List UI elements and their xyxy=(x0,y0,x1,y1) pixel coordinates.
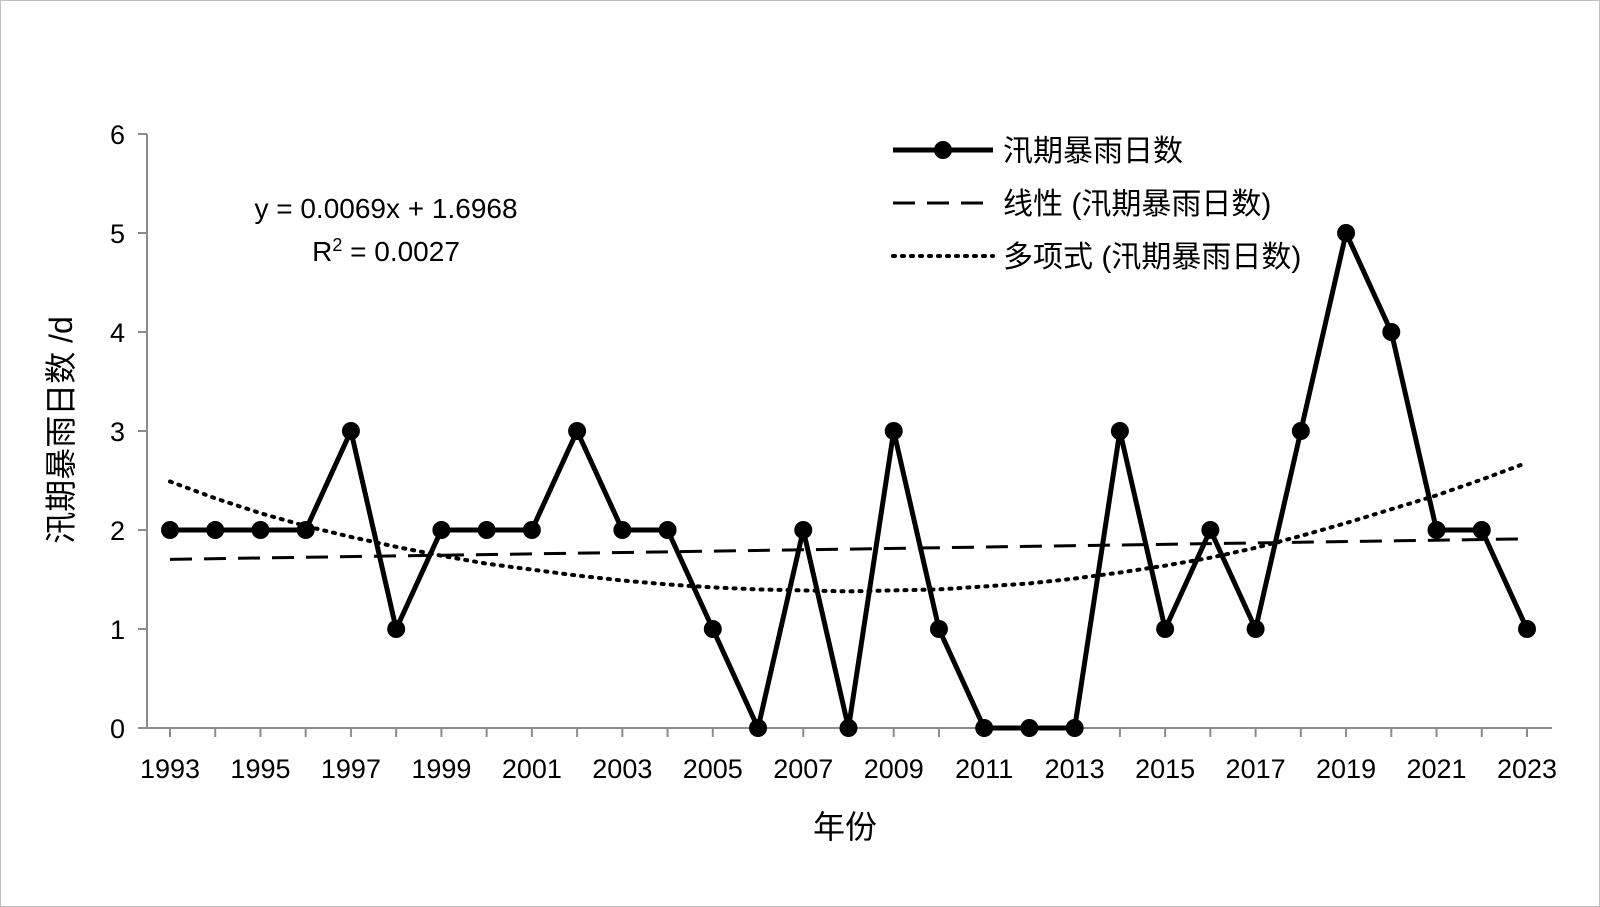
x-tick-label: 1997 xyxy=(321,754,381,784)
data-point xyxy=(1472,521,1491,539)
x-tick-label: 1999 xyxy=(411,754,471,784)
data-point xyxy=(658,521,677,539)
data-point xyxy=(749,719,768,737)
y-tick-label: 3 xyxy=(110,417,125,447)
x-tick-label: 2003 xyxy=(592,754,652,784)
data-point xyxy=(839,719,858,737)
data-point xyxy=(477,521,496,539)
y-tick-label: 5 xyxy=(110,219,125,249)
data-point xyxy=(1291,422,1310,440)
x-tick-label: 2009 xyxy=(864,754,924,784)
x-tick-label: 2021 xyxy=(1406,754,1466,784)
x-tick-label: 2007 xyxy=(773,754,833,784)
data-point xyxy=(1427,521,1446,539)
data-point xyxy=(1337,224,1356,242)
data-point xyxy=(1156,620,1175,638)
data-point xyxy=(432,521,451,539)
data-point xyxy=(884,422,903,440)
y-tick-label: 1 xyxy=(110,615,125,645)
data-point xyxy=(251,521,270,539)
equation-label: y = 0.0069x + 1.6968 xyxy=(254,193,517,224)
data-point xyxy=(296,521,315,539)
x-tick-label: 2015 xyxy=(1135,754,1195,784)
data-point xyxy=(568,422,587,440)
data-point xyxy=(1382,323,1401,341)
linear-trendline-path xyxy=(169,537,1528,561)
x-tick-label: 1995 xyxy=(230,754,290,784)
x-axis-title: 年份 xyxy=(813,809,877,845)
x-tick-label: 2017 xyxy=(1226,754,1286,784)
x-tick-labels: 1993 1995 1997 1999 2001 2003 2005 2007 2009 2011… xyxy=(140,754,1557,784)
linear-trendline xyxy=(169,537,1528,561)
data-point xyxy=(613,521,632,539)
x-tick-label: 2011 xyxy=(955,754,1013,784)
data-point xyxy=(1246,620,1265,638)
data-point xyxy=(1518,620,1536,638)
data-point xyxy=(703,620,722,638)
data-point xyxy=(341,422,360,440)
x-tick-label: 2013 xyxy=(1045,754,1105,784)
r-squared-label: R2 = 0.0027 xyxy=(312,235,460,267)
legend-marker-series xyxy=(934,141,952,159)
data-point xyxy=(522,521,541,539)
y-tick-label: 2 xyxy=(110,516,125,546)
legend: 汛期暴雨日数 线性 (汛期暴雨日数) 多项式 (汛期暴雨日数) xyxy=(891,135,1301,274)
y-tick-label: 0 xyxy=(110,714,125,744)
data-point xyxy=(929,620,948,638)
data-point xyxy=(161,521,179,539)
series-line xyxy=(170,230,1530,731)
data-point xyxy=(794,521,813,539)
r-squared-value: = 0.0027 xyxy=(342,236,460,267)
data-point xyxy=(1065,719,1084,737)
data-point xyxy=(975,719,994,737)
y-tick-label: 6 xyxy=(110,120,125,150)
polynomial-trendline xyxy=(168,460,1529,594)
y-tick-label: 4 xyxy=(110,318,125,348)
x-tick-label: 2001 xyxy=(502,754,562,784)
data-point xyxy=(1020,719,1039,737)
legend-label-series: 汛期暴雨日数 xyxy=(1003,135,1183,168)
data-point xyxy=(206,521,225,539)
x-tick-label: 2019 xyxy=(1316,754,1376,784)
data-point xyxy=(387,620,406,638)
trendline-equation: y = 0.0069x + 1.6968 R2 = 0.0027 xyxy=(254,193,517,267)
x-tick-label: 2023 xyxy=(1497,754,1557,784)
y-axis-title: 汛期暴雨日数 /d xyxy=(43,316,79,544)
legend-label-polynomial: 多项式 (汛期暴雨日数) xyxy=(1003,241,1301,274)
r-squared-prefix: R xyxy=(312,236,332,267)
r-squared-exponent: 2 xyxy=(332,235,342,255)
y-tick-labels: 0 1 2 3 4 5 6 xyxy=(110,120,125,744)
x-tick-label: 1993 xyxy=(140,754,200,784)
data-series xyxy=(161,224,1536,737)
data-point xyxy=(1201,521,1220,539)
data-point xyxy=(1110,422,1129,440)
legend-label-linear: 线性 (汛期暴雨日数) xyxy=(1003,188,1271,221)
polynomial-trendline-path xyxy=(168,460,1529,594)
x-tick-label: 2005 xyxy=(683,754,743,784)
